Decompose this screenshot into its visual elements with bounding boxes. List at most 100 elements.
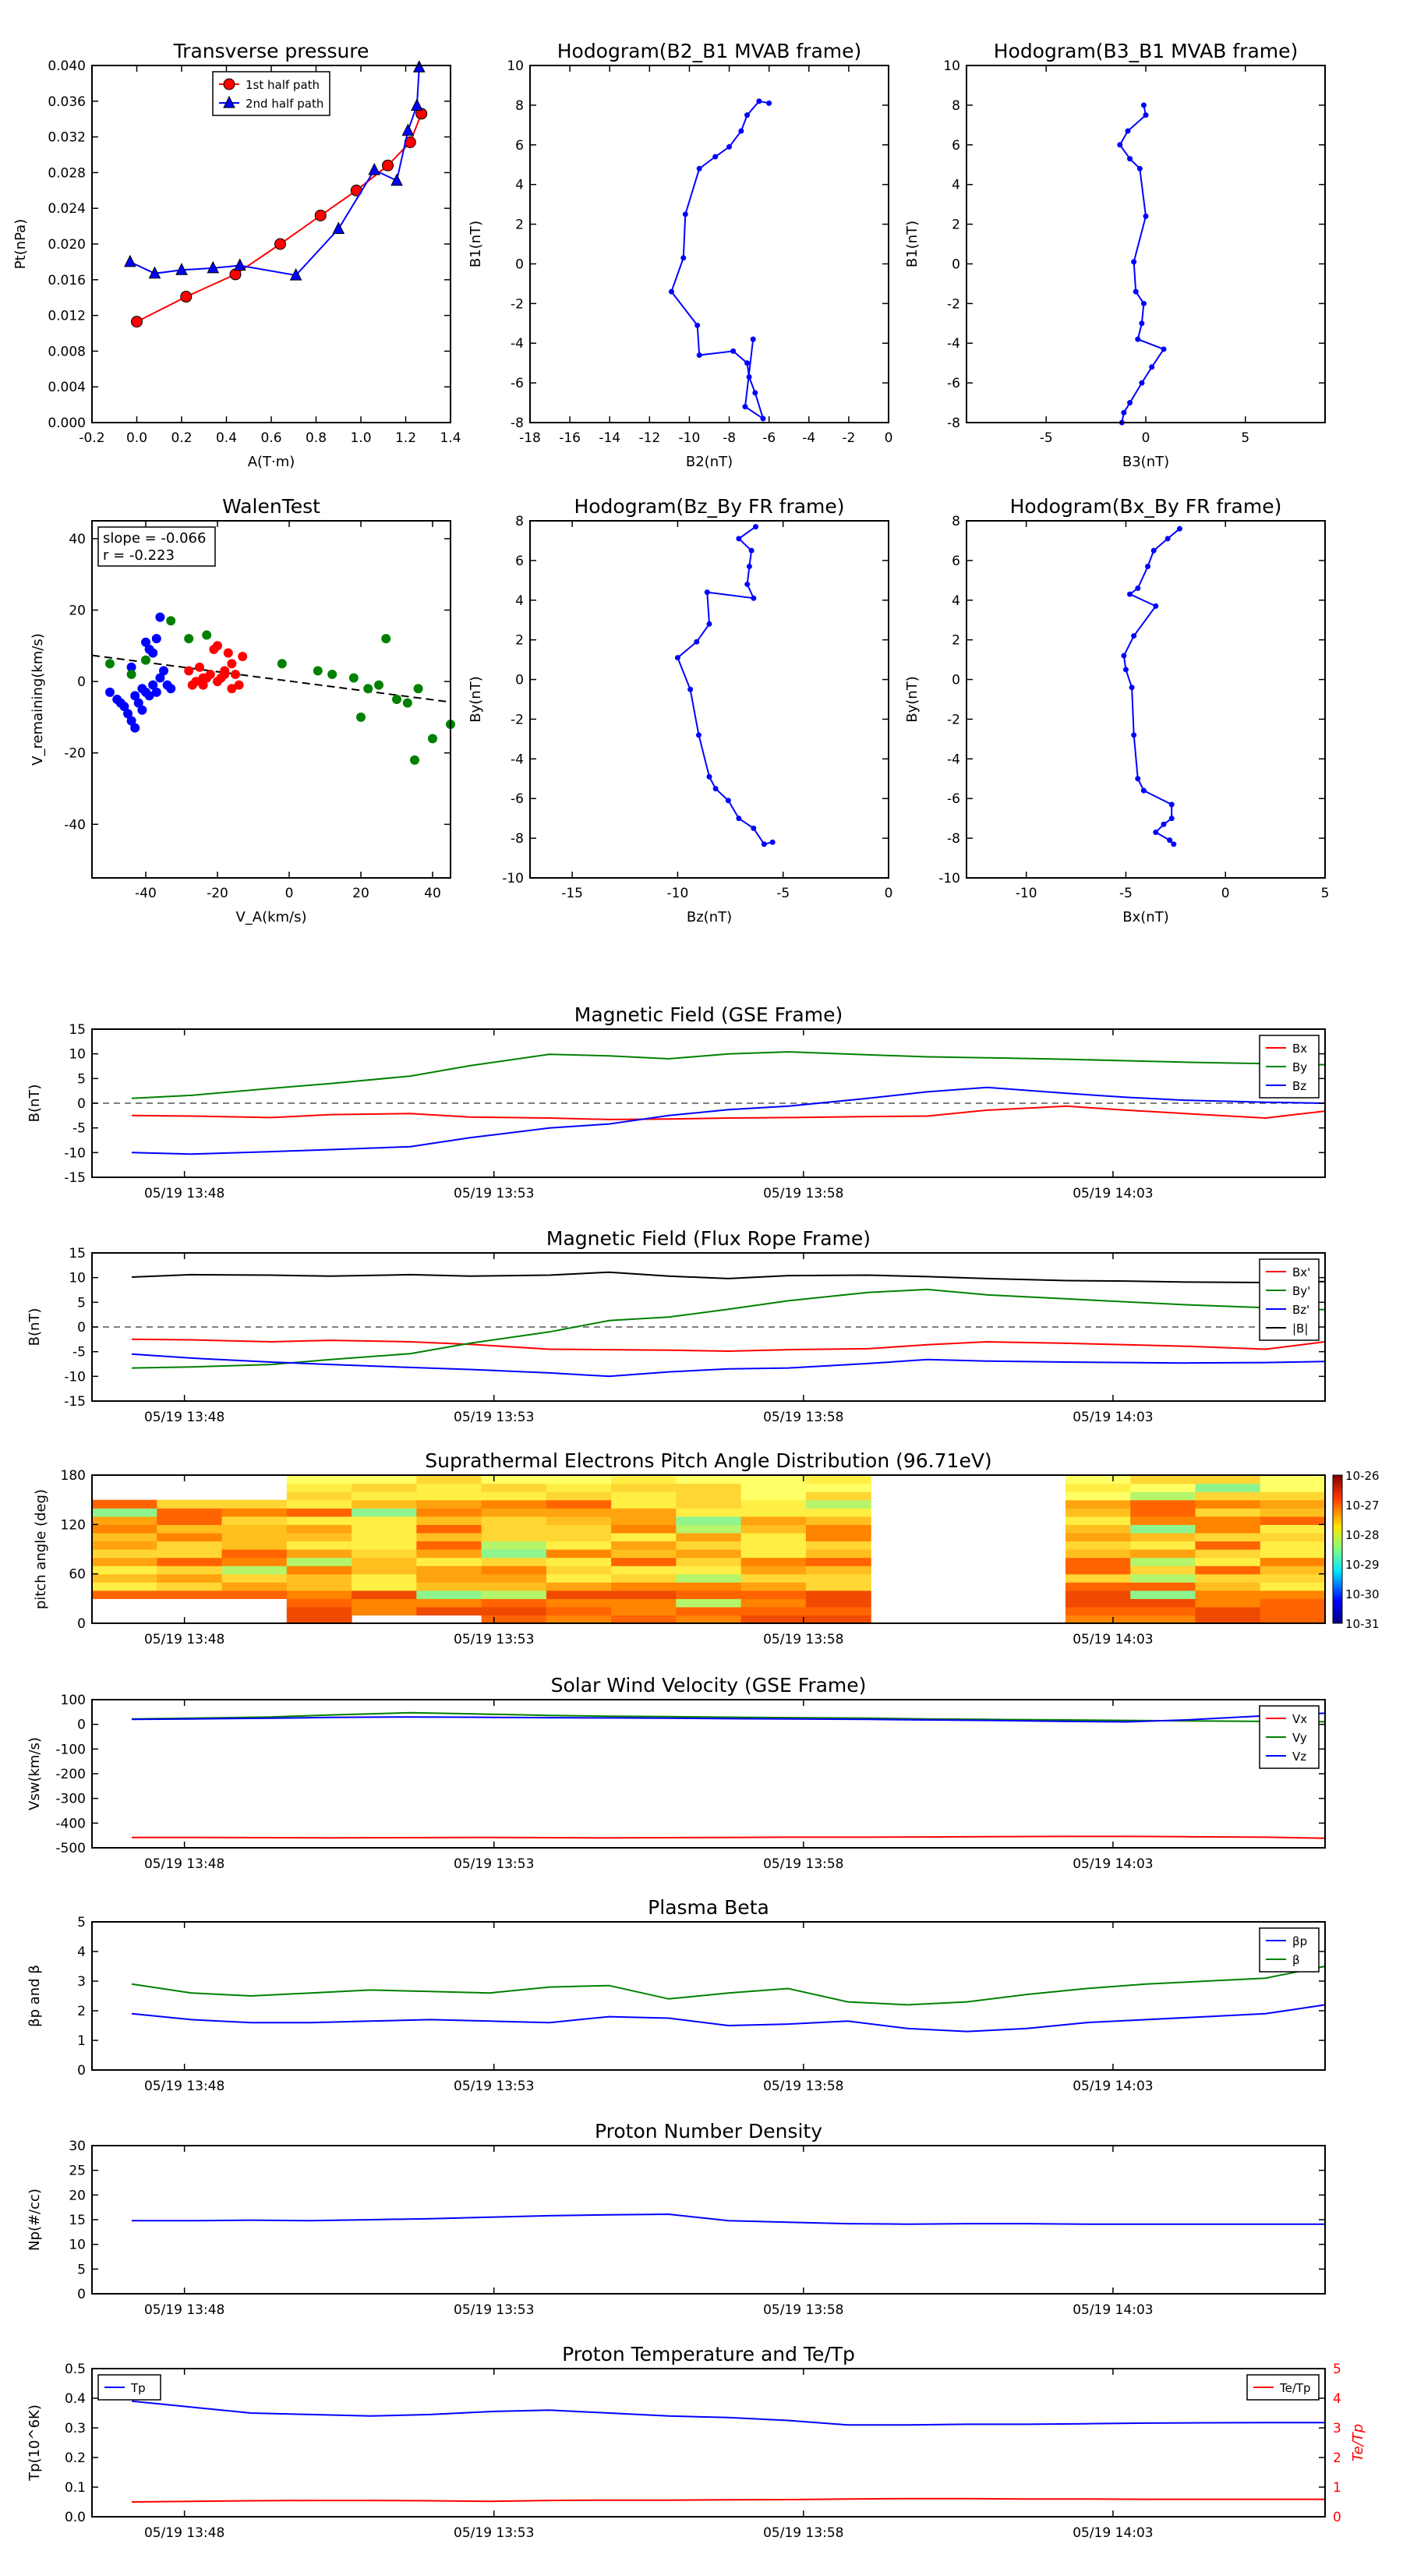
pad-cell [1195, 1549, 1261, 1559]
chart-bfr: Magnetic Field (Flux Rope Frame) -15 -10 -5… [27, 1227, 1326, 1425]
hzy-point [695, 732, 702, 738]
pad-cell [157, 1549, 223, 1559]
hxy-xtick-label: -10 [1016, 886, 1037, 901]
bfr-ytick-label: -5 [72, 1345, 86, 1361]
hxy-frame [966, 520, 1326, 879]
walen-point [126, 662, 136, 672]
pad-cell [92, 1532, 157, 1542]
tp-title: Proton Temperature and Te/Tp [562, 2343, 855, 2365]
hxy-point [1161, 821, 1167, 827]
h21-point [668, 288, 674, 295]
hxy-point [1135, 776, 1141, 782]
walen-point [205, 669, 215, 679]
pt-point [131, 316, 143, 328]
pad-cell [416, 1573, 482, 1583]
pad-time-label: 05/19 13:48 [144, 1632, 224, 1647]
walen-point [137, 705, 147, 715]
vsw-legend-label: Vz [1292, 1750, 1306, 1764]
hzy-xtick-label: -10 [667, 886, 689, 901]
pad-ytick-label: 0 [77, 1616, 86, 1632]
pad-cell [286, 1499, 352, 1509]
tp-legend-label: Tp [130, 2381, 146, 2395]
pad-cell [676, 1598, 742, 1608]
np-time-label: 05/19 13:53 [454, 2302, 534, 2318]
h31-point [1121, 409, 1127, 416]
h21-xtick-label: -12 [638, 430, 660, 446]
walen-point [363, 684, 373, 694]
walen-point [105, 659, 115, 669]
tp-ytick-label: 0.3 [65, 2421, 86, 2436]
chart-np: Proton Number Density 0 5 10 15 20 25 30 05/19 1… [27, 2120, 1326, 2318]
vsw-time-label: 05/19 13:58 [763, 1856, 843, 1872]
tp-ylabel: Tp(10^6K) [27, 2404, 43, 2482]
pad-cell [92, 1541, 157, 1550]
pad-cell [805, 1557, 871, 1566]
pt-point [411, 98, 423, 111]
pad-cell [611, 1516, 677, 1525]
walen-point [151, 634, 161, 644]
hxy-point [1122, 667, 1129, 673]
walen-point [191, 677, 201, 687]
pad-cell [1130, 1582, 1196, 1591]
vsw-legend-label: Vx [1292, 1712, 1307, 1726]
hzy-ytick-label: 6 [515, 554, 524, 569]
h31-xlabel: B3(nT) [1122, 454, 1169, 470]
vsw-title: Solar Wind Velocity (GSE Frame) [551, 1674, 867, 1697]
pad-cell [1260, 1483, 1326, 1492]
walen-point [227, 684, 237, 694]
pad-cell [805, 1598, 871, 1608]
hzy-point [674, 655, 680, 661]
pad-cell [676, 1615, 742, 1624]
h31-point [1161, 346, 1167, 352]
h21-xtick-label: -6 [762, 430, 776, 446]
bfr-ytick-label: 15 [69, 1246, 86, 1261]
beta-series-βp [131, 2004, 1326, 2033]
hzy-ytick-label: -8 [511, 831, 524, 847]
pad-cell [1195, 1573, 1261, 1583]
pt-point [274, 238, 286, 250]
pad-cell [740, 1573, 807, 1583]
vsw-series-Vx [132, 1835, 1326, 1839]
pad-cell [805, 1582, 871, 1591]
hxy-point [1135, 586, 1141, 592]
beta-ylabel: βp and β [27, 1965, 43, 2027]
pad-cell [1195, 1475, 1261, 1484]
hzy-point [694, 639, 700, 645]
beta-legend-label: β [1292, 1953, 1300, 1967]
hzy-point [753, 524, 759, 530]
tp-time-label: 05/19 13:48 [144, 2525, 224, 2541]
pt-ytick-label: 0.020 [48, 237, 86, 253]
pad-cell [157, 1541, 223, 1550]
walen-point [227, 659, 237, 669]
h31-ytick-label: 0 [952, 257, 960, 272]
pad-cell [221, 1532, 288, 1542]
pad-cell [221, 1524, 288, 1534]
pad-cell [1195, 1532, 1261, 1542]
pad-cell [1065, 1573, 1131, 1583]
pad-cell [805, 1606, 871, 1616]
pad-cell [481, 1524, 547, 1534]
pad-cell [1195, 1582, 1261, 1591]
bgse-series-Bx [131, 1105, 1326, 1120]
walen-point [198, 680, 208, 690]
walen-point [144, 691, 154, 701]
hzy-point [687, 686, 694, 692]
pad-cell [352, 1598, 417, 1608]
pad-cell [481, 1566, 547, 1575]
pad-cell [1065, 1582, 1131, 1591]
bfr-ytick-label: 0 [77, 1320, 86, 1336]
tp-ytick2-label: 5 [1333, 2362, 1341, 2377]
pad-cell [221, 1557, 288, 1566]
hxy-xtick-label: 5 [1321, 886, 1330, 901]
walen-point [148, 680, 158, 690]
h21-ytick-label: 0 [515, 257, 524, 272]
pad-cell [352, 1606, 417, 1616]
walen-point [374, 680, 383, 690]
colorbar-tick-label: 10-28 [1345, 1528, 1380, 1542]
pt-ytick-label: 0.040 [48, 58, 86, 74]
pad-cell [676, 1483, 742, 1492]
pad-cell [286, 1582, 352, 1591]
hzy-xlabel: Bz(nT) [687, 909, 732, 925]
h21-point [760, 416, 766, 422]
